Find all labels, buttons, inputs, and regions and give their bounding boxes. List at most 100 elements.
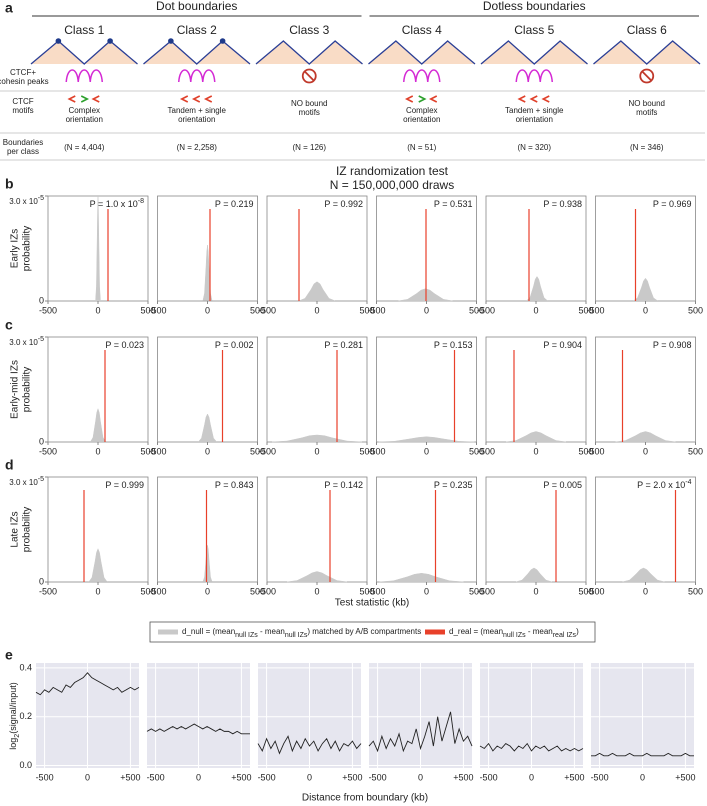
y-axis-label-part: 2 — [14, 734, 21, 738]
y-axis-label: log2(signal/input) — [8, 682, 21, 749]
class-name: Class 6 — [627, 23, 667, 37]
p-value-part: P = 0.969 — [653, 199, 692, 209]
x-tick-label: 0 — [424, 586, 429, 596]
legend-real: d_real = (meannull IZs - meanreal IZs) — [449, 627, 579, 639]
x-tick-label: 500 — [359, 446, 374, 456]
null-distribution — [202, 545, 213, 582]
motif-arrow — [418, 95, 427, 103]
motif-text: orientation — [178, 115, 215, 124]
p-value: P = 0.908 — [653, 340, 692, 350]
p-value-part: P = 0.531 — [434, 199, 473, 209]
null-distribution — [379, 572, 464, 583]
y-tick-label: 0.2 — [19, 711, 32, 721]
y-tick-label-part: -5 — [38, 476, 44, 483]
y-axis-label: probability — [22, 226, 33, 272]
p-value: P = 0.142 — [324, 480, 363, 490]
x-tick-label: -500 — [591, 772, 609, 782]
domain-outline — [255, 40, 363, 65]
class-count: (N = 2,258) — [177, 143, 218, 152]
p-value-part: P = 0.938 — [543, 199, 582, 209]
loop-dot — [219, 38, 226, 44]
x-tick-label: 500 — [250, 305, 265, 315]
motif-arrow — [541, 95, 550, 103]
y-tick-label: 0.4 — [19, 662, 32, 672]
x-tick-label: 0 — [529, 772, 534, 782]
x-axis-label: Distance from boundary (kb) — [302, 793, 428, 804]
p-value: P = 2.0 x 10-4 — [637, 479, 691, 490]
row-label: Boundaries — [3, 138, 43, 147]
motif-arrow — [67, 95, 76, 103]
x-tick-label: -500 — [586, 305, 604, 315]
y-tick-label-part: 3.0 x 10 — [9, 197, 38, 206]
class-name: Class 1 — [64, 23, 104, 37]
x-tick-label: -500 — [586, 446, 604, 456]
legend-real-part: - mean — [526, 627, 553, 636]
x-tick-label: 0 — [314, 305, 319, 315]
x-tick-label: 0 — [314, 446, 319, 456]
x-tick-label: 0 — [533, 446, 538, 456]
y-axis-label: probability — [22, 507, 33, 553]
p-value-part: -4 — [685, 479, 691, 486]
domain-fill — [143, 41, 250, 64]
peaks-icon — [403, 69, 441, 83]
motif-arrow — [529, 95, 538, 103]
p-value-part: P = 0.219 — [215, 199, 254, 209]
x-tick-label: +500 — [120, 772, 140, 782]
class-name: Class 3 — [289, 23, 329, 37]
p-value-part: P = 0.153 — [434, 340, 473, 350]
x-tick-label: 0 — [95, 305, 100, 315]
domain-outline — [143, 40, 251, 65]
x-tick-label: 500 — [688, 305, 703, 315]
y-tick-label-part: -5 — [38, 336, 44, 343]
x-tick-label: -500 — [39, 305, 57, 315]
plot-frame — [376, 336, 477, 443]
p-value-part: P = 0.281 — [324, 340, 363, 350]
null-distribution — [622, 567, 665, 583]
null-distribution — [505, 431, 567, 443]
p-value-part: P = 2.0 x 10 — [637, 480, 685, 490]
p-value-part: P = 0.023 — [105, 340, 144, 350]
legend-box — [149, 621, 596, 643]
legend-null-part: null IZs — [285, 632, 308, 639]
domain-outline — [30, 40, 138, 65]
p-value-part: P = 1.0 x 10 — [90, 199, 138, 209]
p-value: P = 0.531 — [434, 199, 473, 209]
motif-text: Tandem + single — [505, 106, 564, 115]
x-tick-label: 500 — [469, 586, 484, 596]
class-name: Class 5 — [514, 23, 554, 37]
signal-line — [368, 711, 473, 753]
x-tick-label: 0 — [643, 586, 648, 596]
x-tick-label: 500 — [578, 446, 593, 456]
null-distribution — [271, 434, 363, 443]
motif-text: Complex — [68, 106, 100, 115]
x-tick-label: 500 — [359, 586, 374, 596]
x-tick-label: 500 — [688, 586, 703, 596]
panel-label: a — [5, 0, 13, 16]
x-tick-label: 0 — [95, 446, 100, 456]
null-distribution — [95, 195, 101, 301]
row-label: per class — [7, 147, 39, 156]
null-distribution — [90, 407, 106, 442]
p-value: P = 0.904 — [543, 340, 582, 350]
motif-arrow — [404, 95, 414, 103]
legend-real-part: ) — [576, 627, 579, 636]
p-value: P = 0.938 — [543, 199, 582, 209]
x-tick-label: 500 — [140, 586, 155, 596]
x-tick-label: -500 — [39, 446, 57, 456]
p-value-part: P = 0.999 — [105, 480, 144, 490]
null-distribution — [197, 413, 218, 442]
x-tick-label: +500 — [675, 772, 695, 782]
x-tick-label: +500 — [453, 772, 473, 782]
plot-frame — [595, 336, 696, 443]
legend-real-part: null IZs — [503, 632, 526, 639]
test-subtitle: N = 150,000,000 draws — [330, 178, 454, 192]
p-value: P = 0.153 — [434, 340, 473, 350]
x-tick-label: +500 — [231, 772, 251, 782]
x-tick-label: 500 — [359, 305, 374, 315]
legend-real-part: real IZs — [553, 632, 577, 639]
x-tick-label: -500 — [148, 446, 166, 456]
legend-null: d_null = (meannull IZs - meannull IZs) m… — [182, 627, 421, 639]
class-count: (N = 4,404) — [64, 143, 105, 152]
x-tick-label: 500 — [140, 446, 155, 456]
x-tick-label: 500 — [469, 446, 484, 456]
